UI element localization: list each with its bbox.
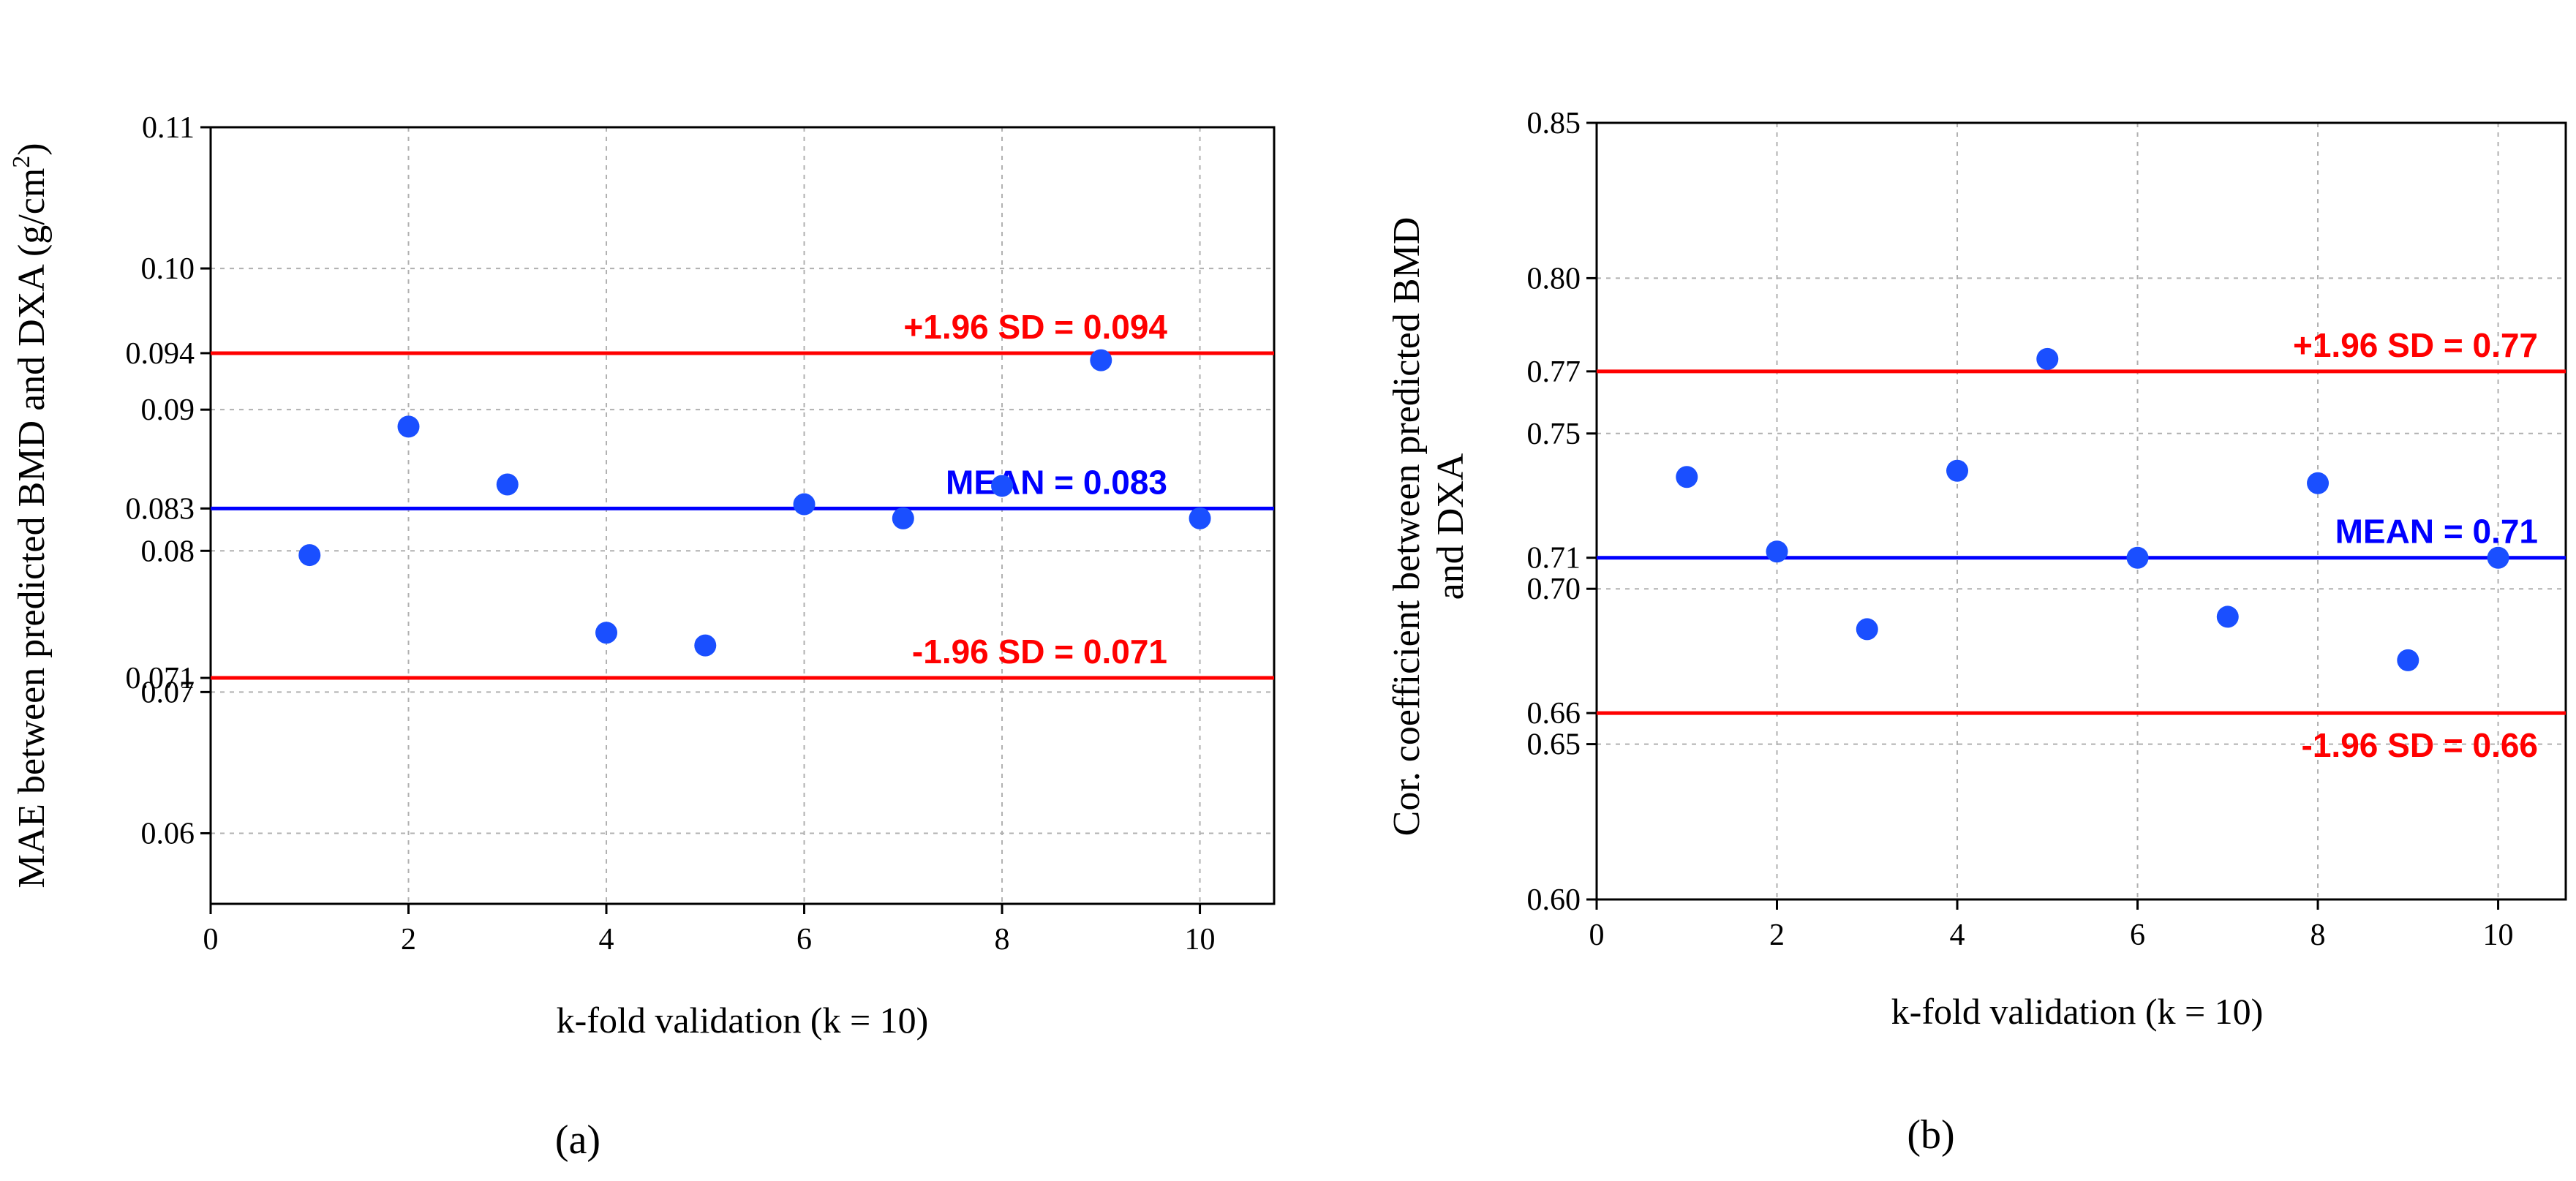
x-tick-label: 0 <box>1589 918 1605 952</box>
data-point <box>1766 540 1788 563</box>
y-tick-label: 0.77 <box>1527 355 1581 389</box>
y-tick-label: 0.10 <box>141 252 195 286</box>
chart-a-y-axis-title-main: MAE between predicted BMD and DXA (g/cm <box>11 168 53 888</box>
y-tick-label: 0.08 <box>141 535 195 568</box>
data-point <box>2397 649 2419 671</box>
y-tick-label: 0.071 <box>126 662 195 695</box>
x-tick-label: 10 <box>2483 918 2514 952</box>
x-tick-label: 4 <box>1950 918 1965 952</box>
x-tick-label: 0 <box>203 923 219 957</box>
data-point <box>496 473 519 496</box>
x-tick-label: 2 <box>401 923 416 957</box>
data-point <box>298 544 321 567</box>
panel-b-label: (b) <box>1907 1112 1954 1158</box>
reference-label-upper: +1.96 SD = 0.77 <box>2293 326 2538 364</box>
chart-b-y-axis-title-line1: Cor. coefficient between predicted BMD <box>1386 217 1428 837</box>
y-tick-label: 0.66 <box>1527 697 1581 731</box>
data-point <box>892 507 914 529</box>
data-point <box>2036 347 2059 370</box>
chart-a-plot-frame <box>209 126 1276 905</box>
x-tick-label: 6 <box>796 923 812 957</box>
chart-b: 0.60 0.650.66 0.700.71 0.75 0.77 0.80 0.85 0 2 4 6… <box>1386 107 2567 1158</box>
data-point <box>793 493 816 516</box>
chart-a-x-axis-title: k-fold validation (k = 10) <box>557 1000 929 1041</box>
y-tick-label: 0.06 <box>141 817 195 850</box>
data-point <box>595 622 618 644</box>
chart-b-grid <box>1597 123 2566 899</box>
data-point <box>2216 605 2239 628</box>
y-tick-label: 0.71 <box>1527 542 1581 576</box>
y-tick-label: 0.85 <box>1527 107 1581 140</box>
chart-b-points <box>1676 347 2509 671</box>
data-point <box>397 415 420 438</box>
reference-label-mean: MEAN = 0.083 <box>946 463 1167 501</box>
chart-b-ticks: 0.60 0.650.66 0.700.71 0.75 0.77 0.80 0.85 0 2 4 6… <box>1527 107 2514 952</box>
x-tick-label: 8 <box>995 923 1010 957</box>
y-tick-label: 0.07 <box>141 676 195 709</box>
chart-a-y-axis-title-superscript: 2 <box>8 156 35 168</box>
chart-a-y-axis-title-tail: ) <box>11 143 53 155</box>
data-point <box>1946 459 1969 482</box>
y-tick-label: 0.09 <box>141 393 195 427</box>
chart-a-y-axis-title: MAE between predicted BMD and DXA (g/cm2… <box>8 143 53 888</box>
data-point <box>2126 546 2149 569</box>
chart-b-reference-lines: +1.96 SD = 0.77 MEAN = 0.71 -1.96 SD = 0.6… <box>1597 326 2566 764</box>
y-tick-label: 0.70 <box>1527 573 1581 606</box>
data-point <box>1189 507 1211 529</box>
data-point <box>2307 472 2330 494</box>
x-tick-label: 10 <box>1185 923 1216 957</box>
y-tick-label: 0.75 <box>1527 418 1581 451</box>
data-point <box>1856 618 1878 641</box>
y-tick-label: 0.083 <box>126 492 195 526</box>
y-tick-label: 0.11 <box>142 111 195 145</box>
chart-b-plot-frame <box>1595 121 2567 901</box>
data-point <box>2487 546 2509 569</box>
data-point <box>694 634 717 657</box>
chart-a-grid <box>211 127 1274 904</box>
chart-b-x-axis-title: k-fold validation (k = 10) <box>1891 991 2264 1032</box>
x-tick-label: 4 <box>599 923 614 957</box>
panel-a-label: (a) <box>555 1117 600 1163</box>
x-tick-label: 8 <box>2311 918 2326 952</box>
y-tick-label: 0.65 <box>1527 728 1581 762</box>
data-point <box>1090 349 1112 371</box>
reference-label-upper: +1.96 SD = 0.094 <box>903 308 1167 346</box>
chart-a-points <box>298 349 1211 657</box>
chart-a-ticks: 0.06 0.070.071 0.08 0.083 0.09 0.094 0.10 0.11 0… <box>126 111 1216 957</box>
y-tick-label: 0.80 <box>1527 262 1581 295</box>
chart-a-reference-lines: +1.96 SD = 0.094 MEAN = 0.083 -1.96 SD = 0… <box>211 308 1274 680</box>
chart-b-y-axis-title-line2: and DXA <box>1430 453 1472 600</box>
y-tick-label: 0.094 <box>126 337 195 371</box>
reference-label-mean: MEAN = 0.71 <box>2335 513 2538 551</box>
reference-label-lower: -1.96 SD = 0.071 <box>912 633 1167 671</box>
chart-a: 0.06 0.070.071 0.08 0.083 0.09 0.094 0.10 0.11 0… <box>8 111 1276 1163</box>
x-tick-label: 2 <box>1769 918 1785 952</box>
y-tick-label: 0.60 <box>1527 883 1581 917</box>
x-tick-label: 6 <box>2130 918 2145 952</box>
data-point <box>1676 466 1698 488</box>
data-point <box>991 475 1014 497</box>
reference-label-lower: -1.96 SD = 0.66 <box>2302 726 2538 764</box>
